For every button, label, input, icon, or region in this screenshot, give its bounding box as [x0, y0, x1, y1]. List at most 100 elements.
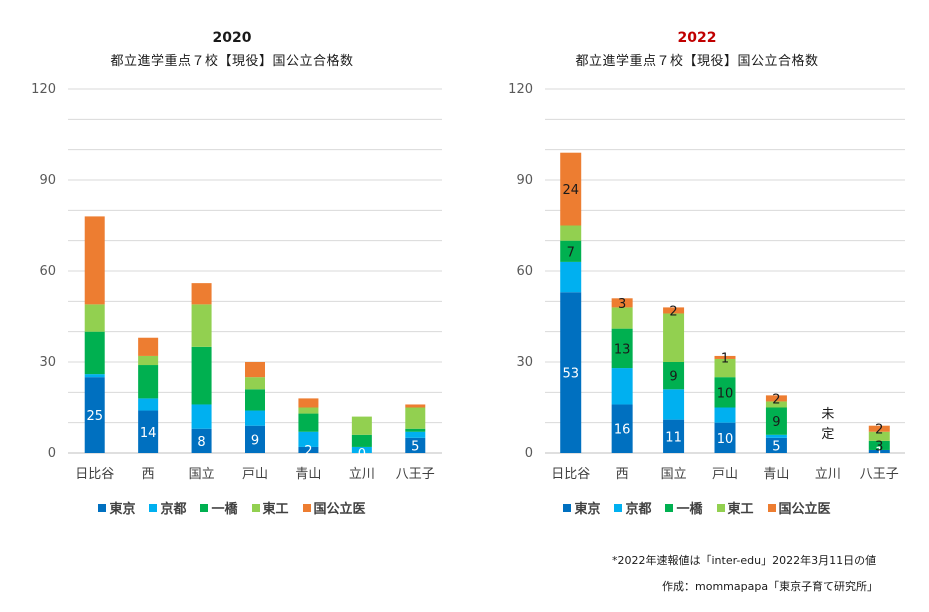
bar-segment — [298, 446, 319, 453]
bar-segment — [714, 407, 736, 423]
y-tick-label: 90 — [516, 173, 533, 188]
bar-segment — [663, 389, 685, 420]
bar-segment — [84, 331, 105, 375]
bar-segment — [191, 404, 212, 429]
x-tick-label: 立川 — [349, 467, 375, 482]
legend-swatch — [98, 503, 107, 512]
bar-segment — [765, 401, 787, 408]
y-tick-label: 30 — [516, 355, 533, 370]
data-label: 2 — [875, 423, 883, 438]
data-label: 11 — [665, 430, 682, 445]
legend-item: 東京 — [563, 498, 600, 517]
data-label: 5 — [411, 439, 419, 454]
bar-segment — [405, 428, 426, 432]
bar-segment — [351, 416, 372, 435]
bar-segment — [868, 449, 890, 453]
data-label: 25 — [86, 409, 103, 424]
legend-item: 京都 — [149, 498, 186, 517]
chart-title-2022: 2022 — [677, 30, 717, 46]
data-label: 24 — [562, 183, 579, 198]
bar-segment — [245, 425, 265, 453]
chart-2020-legend: 東京 京都 一橋 東工 国公立医 — [0, 498, 464, 517]
annotation-text: 定 — [821, 427, 834, 442]
bar-segment — [138, 410, 159, 453]
chart-subtitle-2020: 都立進学重点７校【現役】国公立合格数 — [110, 54, 354, 69]
data-label: 53 — [562, 367, 579, 382]
data-label: 2 — [772, 392, 780, 407]
bar-segment — [560, 261, 582, 293]
bar-segment — [714, 422, 736, 453]
legend-swatch — [200, 503, 209, 512]
bar-segment — [560, 152, 582, 226]
bar-segment — [663, 419, 685, 453]
legend-label: 東工 — [727, 502, 754, 517]
data-label: 8 — [197, 435, 205, 450]
legend-label: 京都 — [160, 502, 187, 517]
bar-segment — [351, 446, 372, 453]
y-tick-label: 60 — [39, 264, 56, 279]
bar-segment — [714, 355, 736, 359]
chart-subtitle-2022: 都立進学重点７校【現役】国公立合格数 — [575, 54, 819, 69]
source-note: *2022年速報値は「inter-edu」2022年3月11日の値 — [612, 554, 877, 567]
bar-segment — [560, 292, 582, 453]
legend-label: 東京 — [109, 502, 136, 517]
legend-item: 東工 — [716, 498, 754, 517]
y-tick-label: 30 — [39, 355, 56, 370]
data-label: 1 — [721, 351, 729, 366]
data-label: 9 — [669, 370, 677, 385]
bar-segment — [611, 307, 633, 329]
bar-segment — [868, 425, 890, 432]
bar-segment — [245, 389, 265, 411]
bar-segment — [560, 225, 582, 241]
bar-segment — [138, 398, 159, 411]
bar-segment — [405, 404, 426, 408]
data-label: 13 — [614, 342, 631, 357]
bar-segment — [765, 437, 787, 453]
bar-segment — [663, 362, 685, 390]
x-tick-label: 戸山 — [242, 467, 268, 482]
legend-label: 国公立医 — [313, 502, 366, 517]
bar-segment — [298, 413, 319, 432]
legend-item: 東工 — [251, 498, 289, 517]
bar-segment — [245, 377, 265, 390]
data-label: 2 — [669, 304, 677, 319]
bar-segment — [868, 431, 890, 441]
data-label: 14 — [140, 426, 157, 441]
legend-swatch — [716, 503, 725, 512]
bar-segment — [765, 395, 787, 402]
x-tick-label: 青山 — [295, 467, 321, 482]
legend-swatch — [614, 503, 623, 512]
legend-swatch — [563, 503, 572, 512]
chart-2020-plot: 0 30 60 90 120 日比谷 西 国立 戸山 青山 立川 八王子 25 14 8 9 2 0 5 — [31, 82, 442, 482]
bar-segment — [245, 410, 265, 426]
x-tick-label: 立川 — [815, 467, 841, 482]
legend-swatch — [302, 503, 311, 512]
legend-label: 国公立医 — [778, 502, 831, 517]
bar-segment — [298, 398, 319, 408]
data-label: 2 — [304, 444, 312, 459]
bar-segment — [714, 358, 736, 378]
chart-2020-panel: 2020 都立進学重点７校【現役】国公立合格数 0 30 60 90 120 日比谷西国立… — [0, 0, 464, 540]
legend-item: 国公立医 — [767, 498, 831, 517]
data-label: 10 — [717, 432, 734, 447]
bar-segment — [84, 216, 105, 305]
legend-label: 京都 — [625, 502, 652, 517]
x-tick-label: 西 — [616, 467, 629, 482]
data-label: 16 — [614, 423, 631, 438]
legend-swatch — [767, 503, 776, 512]
x-tick-label: 国立 — [661, 467, 687, 482]
bar-segment — [560, 240, 582, 262]
bar-segment — [84, 374, 105, 378]
bar-segment — [84, 377, 105, 453]
bar-segment — [663, 313, 685, 362]
bar-segment — [765, 407, 787, 435]
legend-swatch — [665, 503, 674, 512]
legend-item: 東京 — [98, 498, 135, 517]
data-label: 9 — [251, 433, 259, 448]
legend-label: 東京 — [574, 502, 601, 517]
y-tick-label: 0 — [48, 446, 56, 461]
x-tick-label: 戸山 — [712, 467, 738, 482]
data-label: 3 — [875, 439, 883, 454]
x-tick-label: 青山 — [763, 467, 789, 482]
x-tick-label: 日比谷 — [75, 467, 114, 482]
